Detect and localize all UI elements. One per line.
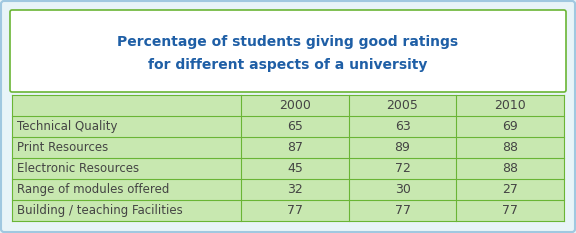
Text: Electronic Resources: Electronic Resources: [17, 162, 139, 175]
Text: 30: 30: [395, 183, 411, 196]
Text: 63: 63: [395, 120, 411, 133]
Text: Percentage of students giving good ratings: Percentage of students giving good ratin…: [118, 35, 458, 49]
Bar: [12, 179, 564, 200]
Text: 69: 69: [502, 120, 518, 133]
Text: 72: 72: [395, 162, 411, 175]
Text: Building / teaching Facilities: Building / teaching Facilities: [17, 204, 183, 217]
Text: 88: 88: [502, 162, 518, 175]
Text: 27: 27: [502, 183, 518, 196]
Text: 77: 77: [287, 204, 303, 217]
Text: 45: 45: [287, 162, 303, 175]
Bar: [12, 95, 564, 116]
Bar: [12, 116, 564, 137]
Text: 87: 87: [287, 141, 303, 154]
Text: 77: 77: [502, 204, 518, 217]
Text: 89: 89: [395, 141, 411, 154]
Text: 77: 77: [395, 204, 411, 217]
Text: 65: 65: [287, 120, 303, 133]
Text: Technical Quality: Technical Quality: [17, 120, 118, 133]
Bar: [12, 158, 564, 179]
Bar: [12, 137, 564, 158]
Text: 2000: 2000: [279, 99, 311, 112]
Bar: [12, 200, 564, 221]
Text: 32: 32: [287, 183, 303, 196]
FancyBboxPatch shape: [10, 10, 566, 92]
Text: Range of modules offered: Range of modules offered: [17, 183, 169, 196]
Text: 2010: 2010: [494, 99, 526, 112]
Text: 88: 88: [502, 141, 518, 154]
Text: Print Resources: Print Resources: [17, 141, 108, 154]
Text: 2005: 2005: [386, 99, 419, 112]
Text: for different aspects of a university: for different aspects of a university: [148, 58, 428, 72]
